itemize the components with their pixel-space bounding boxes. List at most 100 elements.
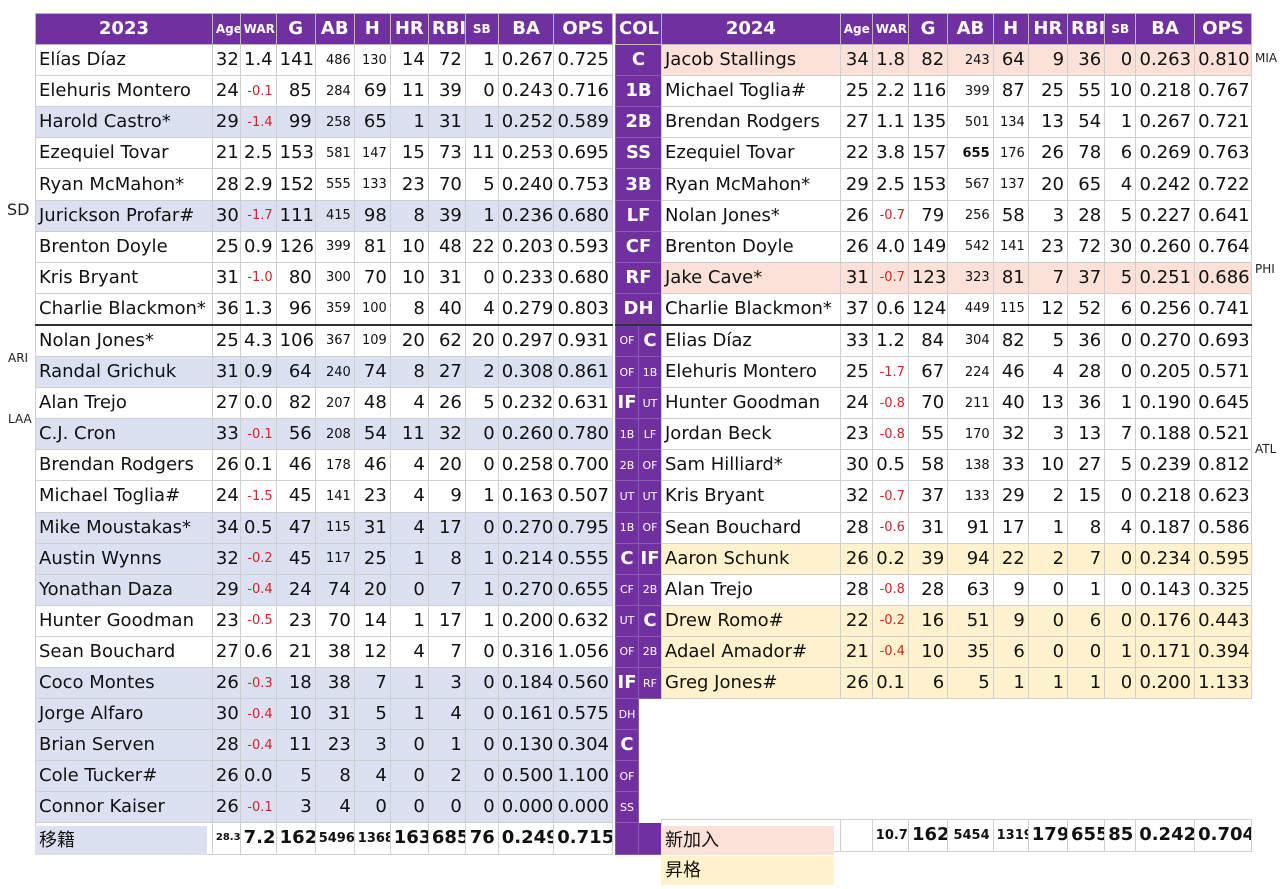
player-row: Elias Díaz 33 1.2 84 304 82 5 36 0 0.270 0.693 (661, 323, 1252, 358)
stat-sb: 2 (464, 356, 499, 389)
g-header: G (907, 12, 949, 46)
stat-g: 157 (907, 137, 949, 170)
stat-ba: 0.270 (497, 573, 555, 606)
stat-ba: 0.203 (497, 230, 555, 263)
stat-ab: 178 (314, 449, 355, 482)
stat-h: 134 (992, 106, 1029, 139)
stat-ops: 0.641 (1194, 199, 1252, 232)
player-row: Alan Trejo 28 -0.8 28 63 9 0 1 0 0.143 0.325 (661, 573, 1252, 606)
ab-header: AB (947, 12, 994, 46)
total-rbi: 685 (427, 822, 466, 855)
stat-sb: 0 (1104, 573, 1137, 606)
stat-h: 25 (353, 542, 391, 575)
stat-war: -1.4 (239, 106, 277, 139)
player-row: Cole Tucker# 26 0.0 5 8 4 0 2 0 0.500 1.100 (35, 760, 613, 793)
stat-h: 130 (353, 44, 391, 77)
stat-sb: 20 (464, 323, 499, 358)
stat-war: -0.2 (239, 542, 277, 575)
stat-war: 2.5 (871, 168, 909, 201)
stat-age: 25 (211, 323, 241, 358)
stat-ba (1135, 759, 1195, 790)
stat-hr: 14 (389, 44, 429, 77)
stat-hr: 2 (1027, 480, 1069, 513)
stat-h: 81 (992, 261, 1029, 294)
stat-age: 28 (211, 168, 241, 201)
player-name: Nolan Jones* (35, 323, 213, 358)
stat-hr: 20 (389, 323, 429, 358)
stat-ba: 0.227 (1135, 199, 1196, 232)
player-name: Randal Grichuk (35, 356, 213, 389)
stat-age: 28 (839, 511, 873, 544)
player-row: Michael Toglia# 24 -1.5 45 141 23 4 9 1 0.163 0.50… (35, 480, 613, 513)
stat-rbi: 0 (1067, 635, 1106, 668)
stat-rbi: 36 (1067, 323, 1106, 358)
position-2024: 2B (637, 635, 663, 668)
stat-war: -0.8 (871, 573, 909, 606)
stat-age (840, 729, 873, 760)
stat-war: -0.5 (239, 604, 277, 637)
stat-sb: 0 (464, 449, 499, 482)
stat-ops: 0.394 (1194, 635, 1252, 668)
stat-sb: 1 (1104, 387, 1137, 420)
stat-hr: 13 (1027, 106, 1069, 139)
player-name: Brendan Rodgers (661, 106, 841, 139)
stat-sb: 11 (464, 137, 499, 170)
player-row: Brenton Doyle 25 0.9 126 399 81 10 48 22 0.203 0.5… (35, 230, 613, 263)
stat-sb: 4 (464, 292, 499, 326)
stat-rbi: 3 (427, 666, 466, 700)
stat-age: 32 (839, 480, 873, 513)
stat-ab: 399 (947, 75, 994, 108)
stat-age: 34 (211, 511, 241, 544)
stat-rbi: 2 (427, 760, 466, 793)
player-name: Brian Serven (35, 729, 213, 762)
stat-h: 147 (353, 137, 391, 170)
stat-h (993, 789, 1029, 820)
stat-rbi: 7 (427, 635, 466, 668)
player-name: Coco Montes (35, 666, 213, 700)
stat-hr: 11 (389, 75, 429, 108)
stat-ba: 0.252 (497, 106, 555, 139)
stat-ops: 0.695 (553, 137, 613, 170)
stat-age: 26 (839, 199, 873, 232)
player-name: Michael Toglia# (661, 75, 841, 108)
stat-age: 32 (211, 542, 241, 575)
stat-ops: 0.586 (1194, 511, 1252, 544)
stat-sb: 1 (1104, 106, 1137, 139)
stat-ba: 0.163 (497, 480, 555, 513)
stat-age: 36 (211, 292, 241, 326)
player-name: Ezequiel Tovar (661, 137, 841, 170)
stat-rbi: 27 (1067, 449, 1106, 482)
stat-g (908, 698, 948, 730)
position-2023: 1B (615, 511, 639, 544)
position-label: CF (614, 230, 663, 263)
player-row: Charlie Blackmon* 36 1.3 96 359 100 8 40 4 0.279 0… (35, 292, 613, 326)
stat-rbi: 28 (1067, 356, 1106, 389)
stat-ab: 567 (947, 168, 994, 201)
position-2023: 1B (615, 418, 639, 451)
stat-hr (1028, 789, 1068, 820)
total-rbi: 655 (1067, 819, 1106, 852)
stat-sb: 0 (464, 698, 499, 731)
stat-war: 1.1 (871, 106, 909, 139)
stat-rbi: 72 (1067, 230, 1106, 263)
total-h: 1319 (992, 819, 1029, 852)
stat-hr: 1 (389, 106, 429, 139)
stat-sb: 0 (464, 791, 499, 824)
stat-ops: 0.861 (553, 356, 613, 389)
stat-sb: 30 (1104, 230, 1137, 263)
stat-ops (1194, 698, 1252, 730)
stat-ba: 0.200 (1135, 666, 1196, 700)
stat-ba: 0.233 (497, 261, 555, 294)
position-2023: IF (615, 387, 639, 420)
player-name: Harold Castro* (35, 106, 213, 139)
stat-war: 4.3 (239, 323, 277, 358)
player-row: Ryan McMahon* 29 2.5 153 567 137 20 65 4 0.242 0.7… (661, 168, 1252, 201)
player-name: Sean Bouchard (661, 511, 841, 544)
stat-g: 82 (907, 44, 949, 77)
player-row (661, 698, 1252, 730)
stat-rbi: 31 (427, 106, 466, 139)
position-2023: C (615, 542, 639, 575)
stat-sb: 6 (1104, 292, 1137, 326)
stat-war: -0.4 (239, 698, 277, 731)
stat-hr: 4 (389, 511, 429, 544)
